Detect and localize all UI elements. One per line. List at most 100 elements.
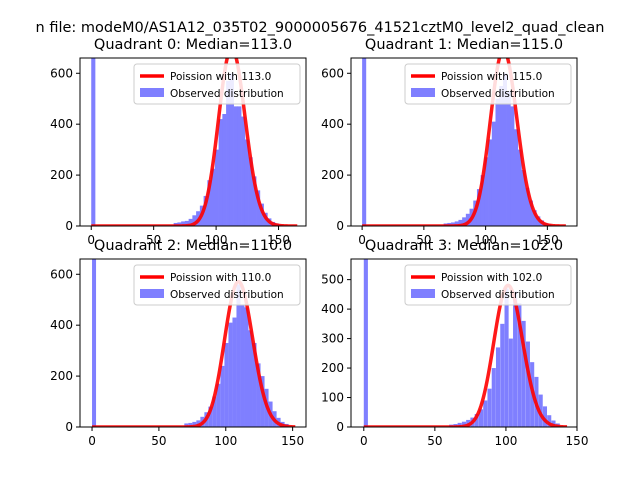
histogram-bar xyxy=(495,98,500,226)
subplot-title: Quadrant 2: Median=110.0 xyxy=(94,238,292,254)
histogram-bar xyxy=(483,400,488,427)
histogram-bar xyxy=(487,388,492,427)
histogram-bar xyxy=(244,139,249,226)
histogram-bar xyxy=(504,288,509,427)
subplot-grid: Quadrant 0: Median=113.0 0 50 100 150 0 200 400… xyxy=(50,37,588,448)
legend-label-poisson: Poission with 113.0 xyxy=(170,71,271,83)
legend: Poission with 113.0 Observed distribution xyxy=(133,63,301,105)
y-tick-label: 0 xyxy=(65,420,73,434)
histogram-bar xyxy=(229,73,234,226)
histogram-bar xyxy=(256,363,261,427)
histogram-bar xyxy=(458,219,463,226)
poisson-curve xyxy=(362,283,569,427)
histogram-bar xyxy=(525,341,530,427)
x-tick-label: 100 xyxy=(474,233,497,247)
x-tick-label: 50 xyxy=(151,434,166,448)
legend-bar-swatch xyxy=(411,289,435,298)
x-tick-label: 150 xyxy=(267,233,290,247)
histogram-bar xyxy=(222,114,227,226)
x-tick-label: 150 xyxy=(536,233,559,247)
legend-label-poisson: Poission with 115.0 xyxy=(441,71,542,83)
histogram-bar xyxy=(363,259,368,427)
x-tick-label: 0 xyxy=(360,434,368,448)
histogram-bar xyxy=(226,80,231,226)
figure-suptitle: n file: modeM0/AS1A12_035T02_9000005676_… xyxy=(36,20,605,36)
axes-frame xyxy=(350,258,578,428)
legend-label-observed: Observed distribution xyxy=(441,88,555,100)
histogram-bar xyxy=(236,284,241,427)
histogram-bar xyxy=(91,58,96,226)
legend-bar-swatch xyxy=(140,88,164,97)
histogram-bar xyxy=(521,170,526,226)
histogram-bar xyxy=(211,168,216,226)
legend-box xyxy=(404,63,572,105)
histogram-bar xyxy=(192,215,197,226)
histogram-bar xyxy=(517,149,522,226)
y-tick-label: 400 xyxy=(321,117,344,131)
x-tick-label: 0 xyxy=(358,233,366,247)
histogram-bar xyxy=(542,406,548,427)
y-tick-label: 600 xyxy=(321,66,344,80)
histogram-bar xyxy=(528,200,533,226)
histogram-bar xyxy=(240,304,245,427)
y-tick-label: 300 xyxy=(321,332,344,346)
histogram-bar xyxy=(462,217,467,226)
histogram-bar xyxy=(488,139,493,226)
histogram-bar xyxy=(362,58,367,226)
histogram-bar xyxy=(207,180,212,226)
y-tick-label: 200 xyxy=(50,168,73,182)
y-tick-label: 200 xyxy=(50,369,73,383)
histogram-bar xyxy=(237,106,242,226)
plot-area xyxy=(360,58,568,226)
plot-area xyxy=(362,259,569,427)
x-tick-label: 150 xyxy=(281,434,304,448)
y-tick-label: 200 xyxy=(321,168,344,182)
histogram-bar xyxy=(244,307,249,427)
y-tick-label: 400 xyxy=(321,302,344,316)
histogram-bar xyxy=(474,414,479,427)
histogram-bar xyxy=(457,422,462,427)
y-tick-label: 500 xyxy=(321,273,344,287)
legend-label-observed: Observed distribution xyxy=(170,88,284,100)
histogram-bar xyxy=(521,320,526,427)
x-tick-label: 100 xyxy=(205,233,228,247)
histogram-bar xyxy=(224,343,229,427)
histogram-bar xyxy=(252,343,257,427)
histogram-bar xyxy=(502,73,507,226)
histogram-bar xyxy=(220,365,225,427)
histogram-bar xyxy=(184,220,190,226)
y-tick-label: 200 xyxy=(321,361,344,375)
histogram-bar xyxy=(525,187,530,226)
subplot-quadrant-0: Quadrant 0: Median=113.0 0 50 100 150 0 200 400… xyxy=(50,37,307,247)
histogram-bar xyxy=(188,218,193,226)
histogram-bar xyxy=(513,291,518,427)
x-tick-label: 50 xyxy=(146,233,161,247)
histogram-bar xyxy=(484,157,489,226)
histogram-bar xyxy=(508,338,513,427)
histogram-bar xyxy=(214,149,219,226)
subplot-title: Quadrant 3: Median=102.0 xyxy=(365,238,563,254)
x-tick-label: 100 xyxy=(214,434,237,448)
histogram-bar xyxy=(260,376,265,427)
x-tick-label: 50 xyxy=(416,233,431,247)
histogram-bar xyxy=(233,106,238,226)
subplot-title: Quadrant 0: Median=113.0 xyxy=(94,37,292,53)
histogram-bar xyxy=(454,221,459,226)
legend-box xyxy=(133,264,301,306)
legend: Poission with 110.0 Observed distribution xyxy=(133,264,301,306)
histogram-bar xyxy=(517,303,522,427)
legend-label-observed: Observed distribution xyxy=(170,289,284,301)
histogram-bar xyxy=(500,323,505,427)
histogram-bar xyxy=(506,91,511,226)
subplot-quadrant-2: Quadrant 2: Median=110.0 0 50 100 150 0 200 400… xyxy=(50,238,307,448)
histogram-bar xyxy=(212,396,217,427)
histogram-bar xyxy=(203,195,208,226)
histogram-bar xyxy=(495,347,501,427)
plot-area xyxy=(90,58,299,226)
histogram-bar xyxy=(216,383,221,427)
y-tick-label: 400 xyxy=(50,117,73,131)
legend-label-poisson: Poission with 110.0 xyxy=(170,272,271,284)
histogram-bar xyxy=(256,190,261,226)
x-tick-label: 150 xyxy=(566,434,589,448)
